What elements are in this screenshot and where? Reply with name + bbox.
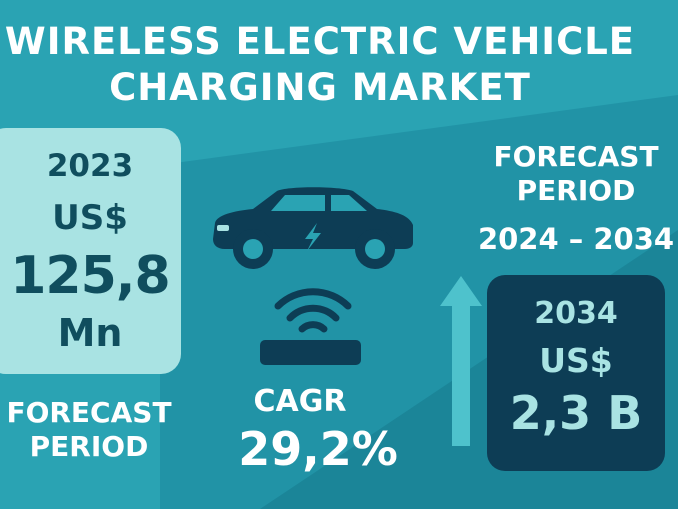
cagr-label: CAGR <box>253 384 347 419</box>
title-line-1: WIRELESS ELECTRIC VEHICLE <box>4 20 636 63</box>
panel-2023-year: 2023 <box>46 148 134 184</box>
cagr-value: 29,2% <box>238 422 398 476</box>
market-2034-panel <box>487 275 665 471</box>
wireless-signal-icon <box>274 288 352 333</box>
panel-2034-value: 2,3 B <box>509 386 643 440</box>
charging-pad-icon <box>260 340 361 365</box>
panel-2023-value: 125,8 <box>10 246 170 306</box>
panel-2023-currency: US$ <box>52 198 128 238</box>
forecast-left-line-2: PERIOD <box>29 430 149 463</box>
panel-2023-unit: Mn <box>57 311 123 355</box>
market-2023-panel <box>0 128 181 374</box>
forecast-right-line-1: FORECAST <box>493 140 659 173</box>
panel-2034-currency: US$ <box>539 341 613 380</box>
electric-car-icon <box>213 187 413 269</box>
title-line-2: CHARGING MARKET <box>109 66 531 109</box>
forecast-right-line-2: PERIOD <box>516 174 636 207</box>
forecast-left-line-1: FORECAST <box>6 396 172 429</box>
forecast-range: 2024 – 2034 <box>477 222 675 256</box>
panel-2034-year: 2034 <box>534 296 618 331</box>
up-arrow-icon <box>440 276 482 446</box>
